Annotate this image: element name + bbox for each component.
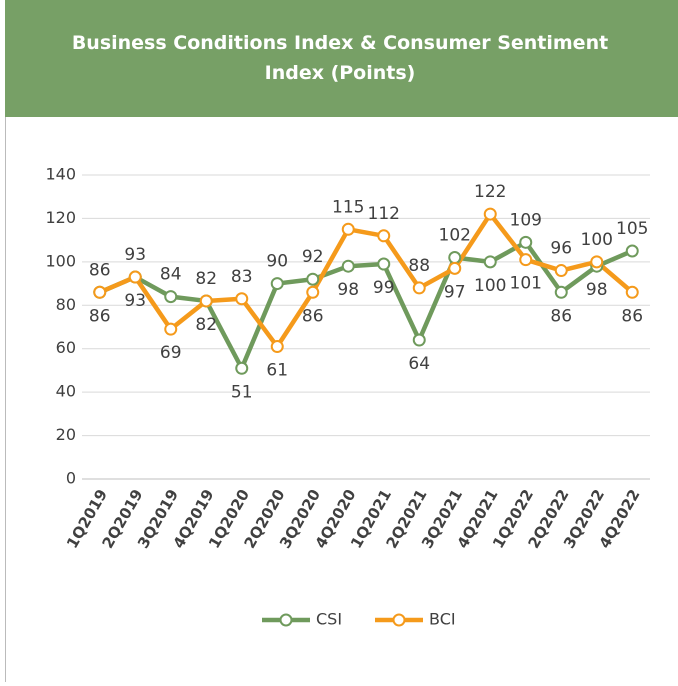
point [483,207,497,221]
y-tick-label: 60 [56,338,76,357]
data-label: 100 [474,276,506,296]
point [164,290,178,304]
data-label: 122 [474,182,506,202]
data-label: 84 [160,265,182,285]
data-label: 69 [160,343,182,363]
point [306,272,320,286]
data-label: 100 [581,230,613,250]
point [235,292,249,306]
data-label: 93 [124,245,146,265]
point [412,333,426,347]
legend-label: CSI [316,610,342,629]
y-tick-label: 140 [45,165,76,184]
data-label: 102 [439,226,471,246]
data-label: 86 [89,260,111,280]
y-tick-label: 80 [56,295,76,314]
data-label: 99 [373,278,395,298]
point [483,255,497,269]
data-label: 51 [231,382,253,402]
point [341,259,355,273]
data-label: 115 [332,197,364,217]
data-label: 64 [408,354,430,374]
legend-marker [392,613,406,627]
point [235,361,249,375]
point [306,285,320,299]
data-label: 82 [195,269,217,289]
point [164,322,178,336]
point [625,244,639,258]
point [519,235,533,249]
data-label: 98 [586,280,608,300]
point [341,222,355,236]
data-label: 83 [231,267,253,287]
legend-label: BCI [429,610,456,629]
y-tick-label: 20 [56,425,76,444]
data-label: 86 [89,306,111,326]
data-label: 96 [550,239,572,259]
point [377,229,391,243]
point [270,340,284,354]
point [93,285,107,299]
point [270,277,284,291]
data-label: 109 [510,210,542,230]
data-label: 88 [408,256,430,276]
y-tick-label: 40 [56,382,76,401]
data-label: 90 [266,252,288,272]
header-bg [5,0,678,117]
point [199,294,213,308]
title-box: Business Conditions Index & Consumer Sen… [71,32,609,84]
series-line [98,211,634,349]
point [448,261,462,275]
point [519,253,533,267]
data-label: 86 [550,306,572,326]
y-tick-label: 0 [66,469,76,488]
data-label: 93 [124,291,146,311]
point [412,281,426,295]
y-tick-label: 100 [45,251,76,270]
legend-marker [279,613,293,627]
point [448,251,462,265]
data-label: 92 [302,247,324,267]
data-label: 86 [621,306,643,326]
point [554,264,568,278]
point [590,255,604,269]
data-label: 101 [510,274,542,294]
data-label: 105 [616,219,648,239]
data-label: 61 [266,361,288,381]
data-label: 86 [302,306,324,326]
data-label: 82 [195,315,217,335]
data-label: 97 [444,282,466,302]
point [625,285,639,299]
chart-title: Business Conditions Index & Consumer Sen… [71,32,609,84]
data-label: 98 [337,280,359,300]
y-tick-label: 120 [45,208,76,227]
point [128,270,142,284]
point [377,257,391,271]
data-label: 112 [368,204,400,224]
point [554,285,568,299]
